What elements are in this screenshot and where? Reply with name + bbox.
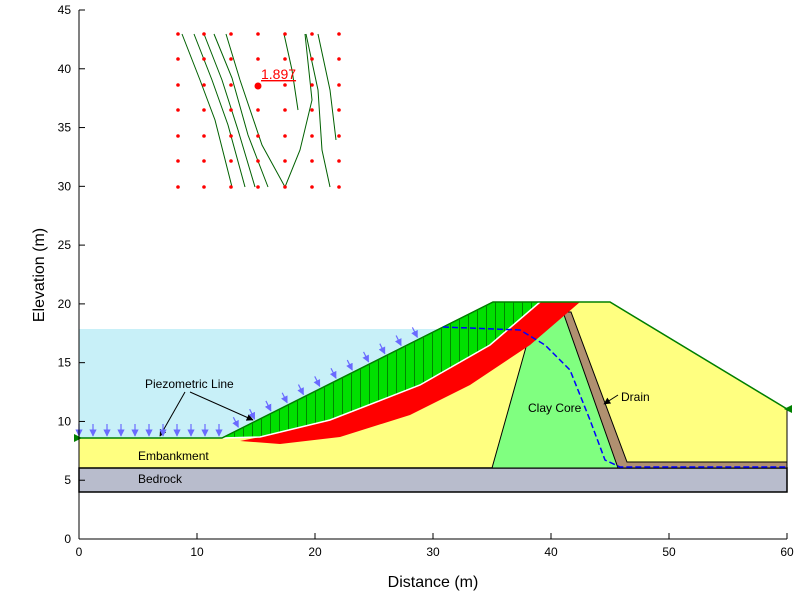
water-load xyxy=(232,417,239,428)
y-tick-label: 30 xyxy=(58,179,72,193)
trial-centre xyxy=(283,32,287,36)
water-load xyxy=(313,376,321,388)
trial-centre xyxy=(256,57,260,61)
trial-centre xyxy=(337,83,341,87)
x-tick-label: 60 xyxy=(780,545,794,559)
trial-centre xyxy=(176,83,180,87)
trial-centre xyxy=(310,83,314,87)
y-tick-label: 15 xyxy=(58,356,72,370)
trial-centre xyxy=(256,108,260,112)
trial-centre xyxy=(229,108,233,112)
water-load xyxy=(346,359,353,371)
core-label: Clay Core xyxy=(528,401,582,415)
water-load xyxy=(378,343,386,355)
x-tick-label: 50 xyxy=(662,545,676,559)
trial-centre xyxy=(256,134,260,138)
y-tick-label: 5 xyxy=(64,473,71,487)
trial-centre xyxy=(176,185,180,189)
y-tick-label: 45 xyxy=(58,3,72,17)
water-load xyxy=(297,384,304,396)
piezometric-label: Piezometric Line xyxy=(145,377,234,391)
trial-centre xyxy=(202,185,206,189)
trial-centre xyxy=(283,83,287,87)
trial-centre xyxy=(337,32,341,36)
x-tick-label: 40 xyxy=(544,545,558,559)
slip-zone xyxy=(240,302,580,444)
trial-centre xyxy=(229,83,233,87)
y-tick-label: 0 xyxy=(64,532,71,546)
trial-centre xyxy=(202,83,206,87)
y-tick-label: 35 xyxy=(58,121,72,135)
x-tick-label: 30 xyxy=(426,545,440,559)
water-load xyxy=(248,408,256,420)
trial-centre xyxy=(283,185,287,189)
embankment-label: Embankment xyxy=(138,449,209,463)
trial-centre xyxy=(283,57,287,61)
water-load xyxy=(362,351,370,363)
trial-centre xyxy=(337,185,341,189)
contours xyxy=(181,33,337,189)
bedrock-label: Bedrock xyxy=(138,472,183,486)
trial-centre xyxy=(337,57,341,61)
trial-centre xyxy=(229,134,233,138)
trial-centre xyxy=(310,32,314,36)
piezometric-line xyxy=(442,326,787,468)
sliding-mass xyxy=(222,302,540,438)
trial-centre xyxy=(310,185,314,189)
trial-centre xyxy=(310,57,314,61)
trial-centre xyxy=(283,159,287,163)
trial-centre xyxy=(310,159,314,163)
arrows xyxy=(159,391,619,437)
trial-centre xyxy=(310,134,314,138)
trial-centre xyxy=(256,159,260,163)
x-axis-label: Distance (m) xyxy=(388,574,479,591)
geometry xyxy=(74,32,792,493)
trial-centre xyxy=(229,32,233,36)
trial-centre xyxy=(176,159,180,163)
boundary-marker xyxy=(784,405,792,413)
trial-centre xyxy=(256,185,260,189)
water-load xyxy=(281,392,288,404)
trial-centre xyxy=(176,32,180,36)
trial-centre xyxy=(176,108,180,112)
trial-centre xyxy=(283,108,287,112)
ground-surface xyxy=(79,301,788,439)
slip-surface xyxy=(221,301,541,439)
trial-centre xyxy=(176,134,180,138)
bedrock xyxy=(78,467,788,493)
trial-centre xyxy=(202,159,206,163)
critical-centre xyxy=(254,82,262,90)
water-load xyxy=(329,367,337,379)
x-tick-label: 10 xyxy=(190,545,204,559)
reservoir xyxy=(79,329,439,438)
trial-centre xyxy=(337,108,341,112)
x-tick-label: 0 xyxy=(76,545,83,559)
drain-label: Drain xyxy=(621,390,650,404)
trial-centre xyxy=(229,185,233,189)
trial-centre xyxy=(202,108,206,112)
trial-centre xyxy=(202,57,206,61)
y-tick-label: 40 xyxy=(58,62,72,76)
x-tick-label: 20 xyxy=(308,545,322,559)
trial-centre xyxy=(337,134,341,138)
y-tick-label: 25 xyxy=(58,238,72,252)
water-load xyxy=(394,335,402,347)
trial-centre xyxy=(283,134,287,138)
trial-centre xyxy=(256,32,260,36)
water-load xyxy=(411,327,418,338)
trial-centre xyxy=(202,134,206,138)
y-tick-label: 10 xyxy=(58,414,72,428)
trial-centre xyxy=(337,159,341,163)
water-load xyxy=(264,400,272,412)
trial-centre xyxy=(229,159,233,163)
fos-label: 1.897 xyxy=(261,66,296,82)
trial-centre xyxy=(229,57,233,61)
trial-centre xyxy=(310,108,314,112)
trial-centre xyxy=(176,57,180,61)
drain xyxy=(562,311,788,469)
y-tick-label: 20 xyxy=(58,297,72,311)
trial-centre xyxy=(202,32,206,36)
y-axis-label: Elevation (m) xyxy=(31,228,48,322)
